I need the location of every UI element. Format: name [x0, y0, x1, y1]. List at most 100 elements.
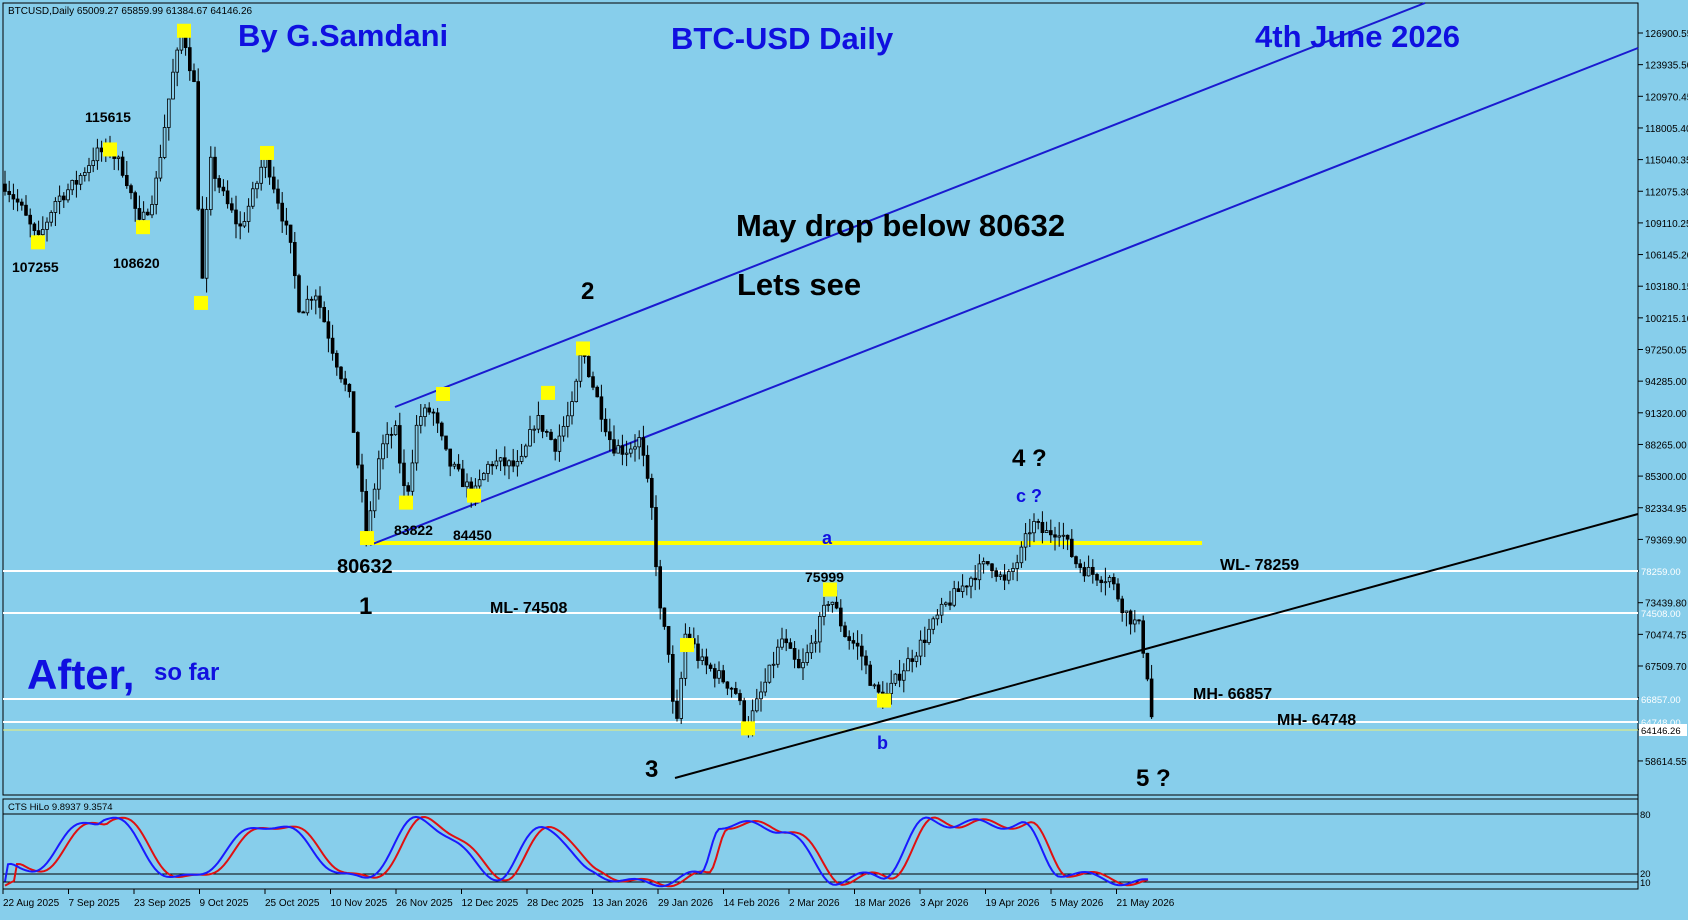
current-price-box	[1639, 724, 1687, 736]
candle	[502, 446, 507, 476]
candle	[1078, 559, 1083, 574]
candle	[847, 630, 851, 650]
wl-price-label: 78259.00	[1641, 567, 1681, 578]
candle	[49, 210, 53, 227]
candle	[1007, 568, 1011, 585]
y-tick-label: 106145.20	[1645, 251, 1688, 262]
symbol-info: BTCUSD,Daily 65009.27 65859.99 61384.67 …	[8, 6, 253, 17]
candle	[641, 425, 646, 467]
candle	[763, 668, 767, 697]
ml-price-box	[1639, 607, 1687, 619]
candle	[91, 147, 96, 173]
candle	[1011, 562, 1015, 581]
candle	[402, 449, 406, 498]
candle	[313, 289, 318, 315]
candle	[843, 621, 847, 638]
candle	[53, 197, 58, 227]
y-tick-label: 58614.55	[1645, 757, 1687, 768]
candle	[1137, 619, 1141, 625]
level-price-boxes: 78259.00 74508.00 66857.00 64748.00 6414…	[1639, 565, 1687, 737]
candle	[225, 180, 230, 209]
candle	[1124, 610, 1129, 627]
candle	[351, 391, 356, 433]
candle	[662, 607, 667, 630]
candle	[1133, 610, 1137, 633]
x-tick-label: 14 Feb 2026	[724, 898, 781, 909]
label-108620: 108620	[113, 255, 160, 271]
candle	[15, 189, 20, 212]
candle	[654, 495, 658, 577]
candle	[255, 180, 259, 199]
candle	[696, 635, 700, 669]
candle	[969, 576, 973, 599]
candle	[666, 626, 671, 663]
candle	[1141, 615, 1146, 658]
candle	[376, 450, 381, 500]
candle	[145, 208, 150, 216]
x-tick-label: 19 Apr 2026	[986, 898, 1040, 909]
candle	[540, 414, 545, 439]
pivot-marker	[823, 582, 837, 597]
candle	[196, 68, 201, 211]
candle	[427, 402, 431, 415]
x-tick-label: 25 Oct 2025	[265, 898, 320, 909]
candle	[608, 418, 612, 452]
candle	[246, 198, 251, 233]
candle	[129, 183, 133, 200]
candle	[297, 273, 301, 314]
label-75999: 75999	[805, 569, 844, 585]
candle	[381, 434, 385, 470]
candle	[397, 412, 402, 474]
candle	[826, 600, 830, 612]
candle	[595, 385, 599, 398]
candle	[1103, 567, 1108, 596]
mh1-price-box	[1639, 693, 1687, 705]
candle	[45, 217, 49, 242]
label-115615: 115615	[85, 109, 131, 125]
candle	[893, 673, 898, 686]
candle	[418, 404, 423, 434]
candle	[74, 170, 79, 198]
candle	[721, 664, 725, 684]
candle	[759, 681, 763, 712]
candle	[154, 171, 159, 215]
pivot-marker	[741, 721, 755, 736]
pivot-marker	[177, 23, 191, 38]
candle	[200, 196, 205, 279]
y-tick-label: 118005.40	[1645, 124, 1688, 135]
label-107255: 107255	[12, 259, 59, 275]
candle	[830, 601, 835, 613]
candle	[717, 661, 721, 684]
candle	[675, 689, 679, 722]
current-price-label: 64146.26	[1641, 726, 1681, 737]
pivot-marker	[436, 387, 450, 402]
candle	[944, 601, 948, 607]
x-tick-label: 9 Oct 2025	[200, 898, 249, 909]
candle	[629, 442, 633, 458]
candle	[372, 483, 377, 518]
candle	[204, 197, 209, 293]
candle	[192, 63, 196, 83]
x-tick-label: 23 Sep 2025	[134, 898, 191, 909]
candle	[439, 421, 444, 441]
y-tick-label: 112075.30	[1645, 187, 1688, 198]
candle	[515, 450, 520, 477]
candle	[83, 167, 87, 182]
candle	[355, 431, 360, 469]
candle	[431, 408, 436, 426]
pivot-marker	[136, 220, 150, 235]
candle	[435, 407, 440, 433]
candlesticks	[3, 26, 1154, 738]
candle	[444, 435, 448, 451]
candle	[116, 155, 121, 171]
candle	[288, 224, 293, 254]
candle	[557, 424, 562, 462]
candle	[125, 160, 129, 189]
candle	[217, 175, 222, 194]
x-tick-label: 28 Dec 2025	[527, 898, 584, 909]
pivot-marker	[31, 235, 45, 250]
candle	[57, 185, 62, 215]
candle	[897, 659, 902, 688]
date-label: 4th June 2026	[1255, 19, 1460, 54]
candle	[481, 472, 486, 481]
